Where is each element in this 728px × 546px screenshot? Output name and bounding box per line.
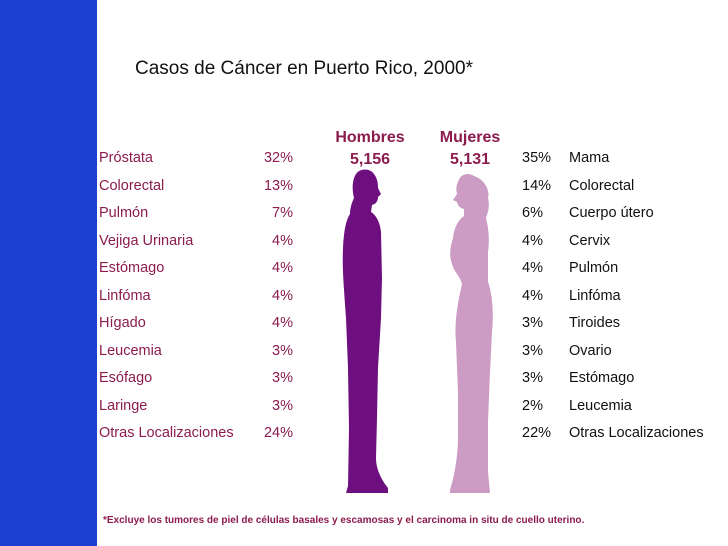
men-pct-value: 3% <box>272 397 293 414</box>
men-site-label: Hígado <box>99 315 146 331</box>
men-pct-value: 4% <box>272 315 293 331</box>
men-pct-value: 4% <box>272 232 293 249</box>
men-pct-value: 24% <box>263 425 293 441</box>
women-site-label: Colorectal <box>569 177 635 194</box>
men-site-label: Laringe <box>99 397 148 414</box>
women-site-label: Pulmón <box>569 260 619 276</box>
women-total: 5,131 <box>449 151 491 168</box>
female-figure <box>450 174 493 493</box>
men-site-label: Pulmón <box>99 205 149 221</box>
men-pct-value: 7% <box>272 205 293 221</box>
women-site-label: Cervix <box>569 232 611 249</box>
female-silhouette <box>450 174 493 493</box>
left-accent-bar <box>0 0 97 546</box>
women-pct-value: 6% <box>522 205 543 221</box>
men-total: 5,156 <box>349 151 391 168</box>
women-pct-value: 22% <box>522 425 552 441</box>
men-site-label: Próstata <box>99 150 153 166</box>
women-site-label: Estómago <box>569 370 635 386</box>
women-pct-value: 4% <box>522 287 543 304</box>
women-site-label: Tiroides <box>569 315 621 331</box>
women-site-label: Cuerpo útero <box>569 205 654 221</box>
women-pct-value: 4% <box>522 232 543 249</box>
men-pct-value: 13% <box>263 177 293 194</box>
men-site-label: Linfóma <box>99 287 151 304</box>
men-pct-value: 3% <box>272 370 293 386</box>
male-silhouette <box>342 169 388 493</box>
men-pct-value: 32% <box>263 150 293 166</box>
women-pct-value: 2% <box>522 397 543 414</box>
male-figure <box>342 169 388 493</box>
women-header: Mujeres <box>439 129 501 146</box>
men-header: Hombres <box>335 129 405 146</box>
men-site-label: Colorectal <box>99 177 165 194</box>
men-site-label: Otras Localizaciones <box>99 425 234 441</box>
men-site-label: Leucemia <box>99 342 162 359</box>
men-site-label: Vejiga Urinaria <box>99 232 194 249</box>
women-pct-value: 3% <box>522 315 543 331</box>
men-pct-value: 4% <box>272 260 293 276</box>
men-pct-value: 3% <box>272 342 293 359</box>
women-pct-value: 35% <box>522 150 552 166</box>
footnote: *Excluye los tumores de piel de células … <box>103 515 585 526</box>
women-site-label: Leucemia <box>569 397 632 414</box>
chart-title: Casos de Cáncer en Puerto Rico, 2000* <box>135 58 473 79</box>
women-pct-value: 4% <box>522 260 543 276</box>
women-site-label: Otras Localizaciones <box>569 425 704 441</box>
men-pct-value: 4% <box>272 287 293 304</box>
women-pct-value: 3% <box>522 342 543 359</box>
women-site-label: Linfóma <box>569 287 621 304</box>
men-site-label: Estómago <box>99 260 165 276</box>
women-pct-value: 14% <box>522 177 552 194</box>
men-site-label: Esófago <box>99 370 153 386</box>
women-pct-value: 3% <box>522 370 543 386</box>
women-site-label: Ovario <box>569 342 612 359</box>
women-site-label: Mama <box>569 150 610 166</box>
